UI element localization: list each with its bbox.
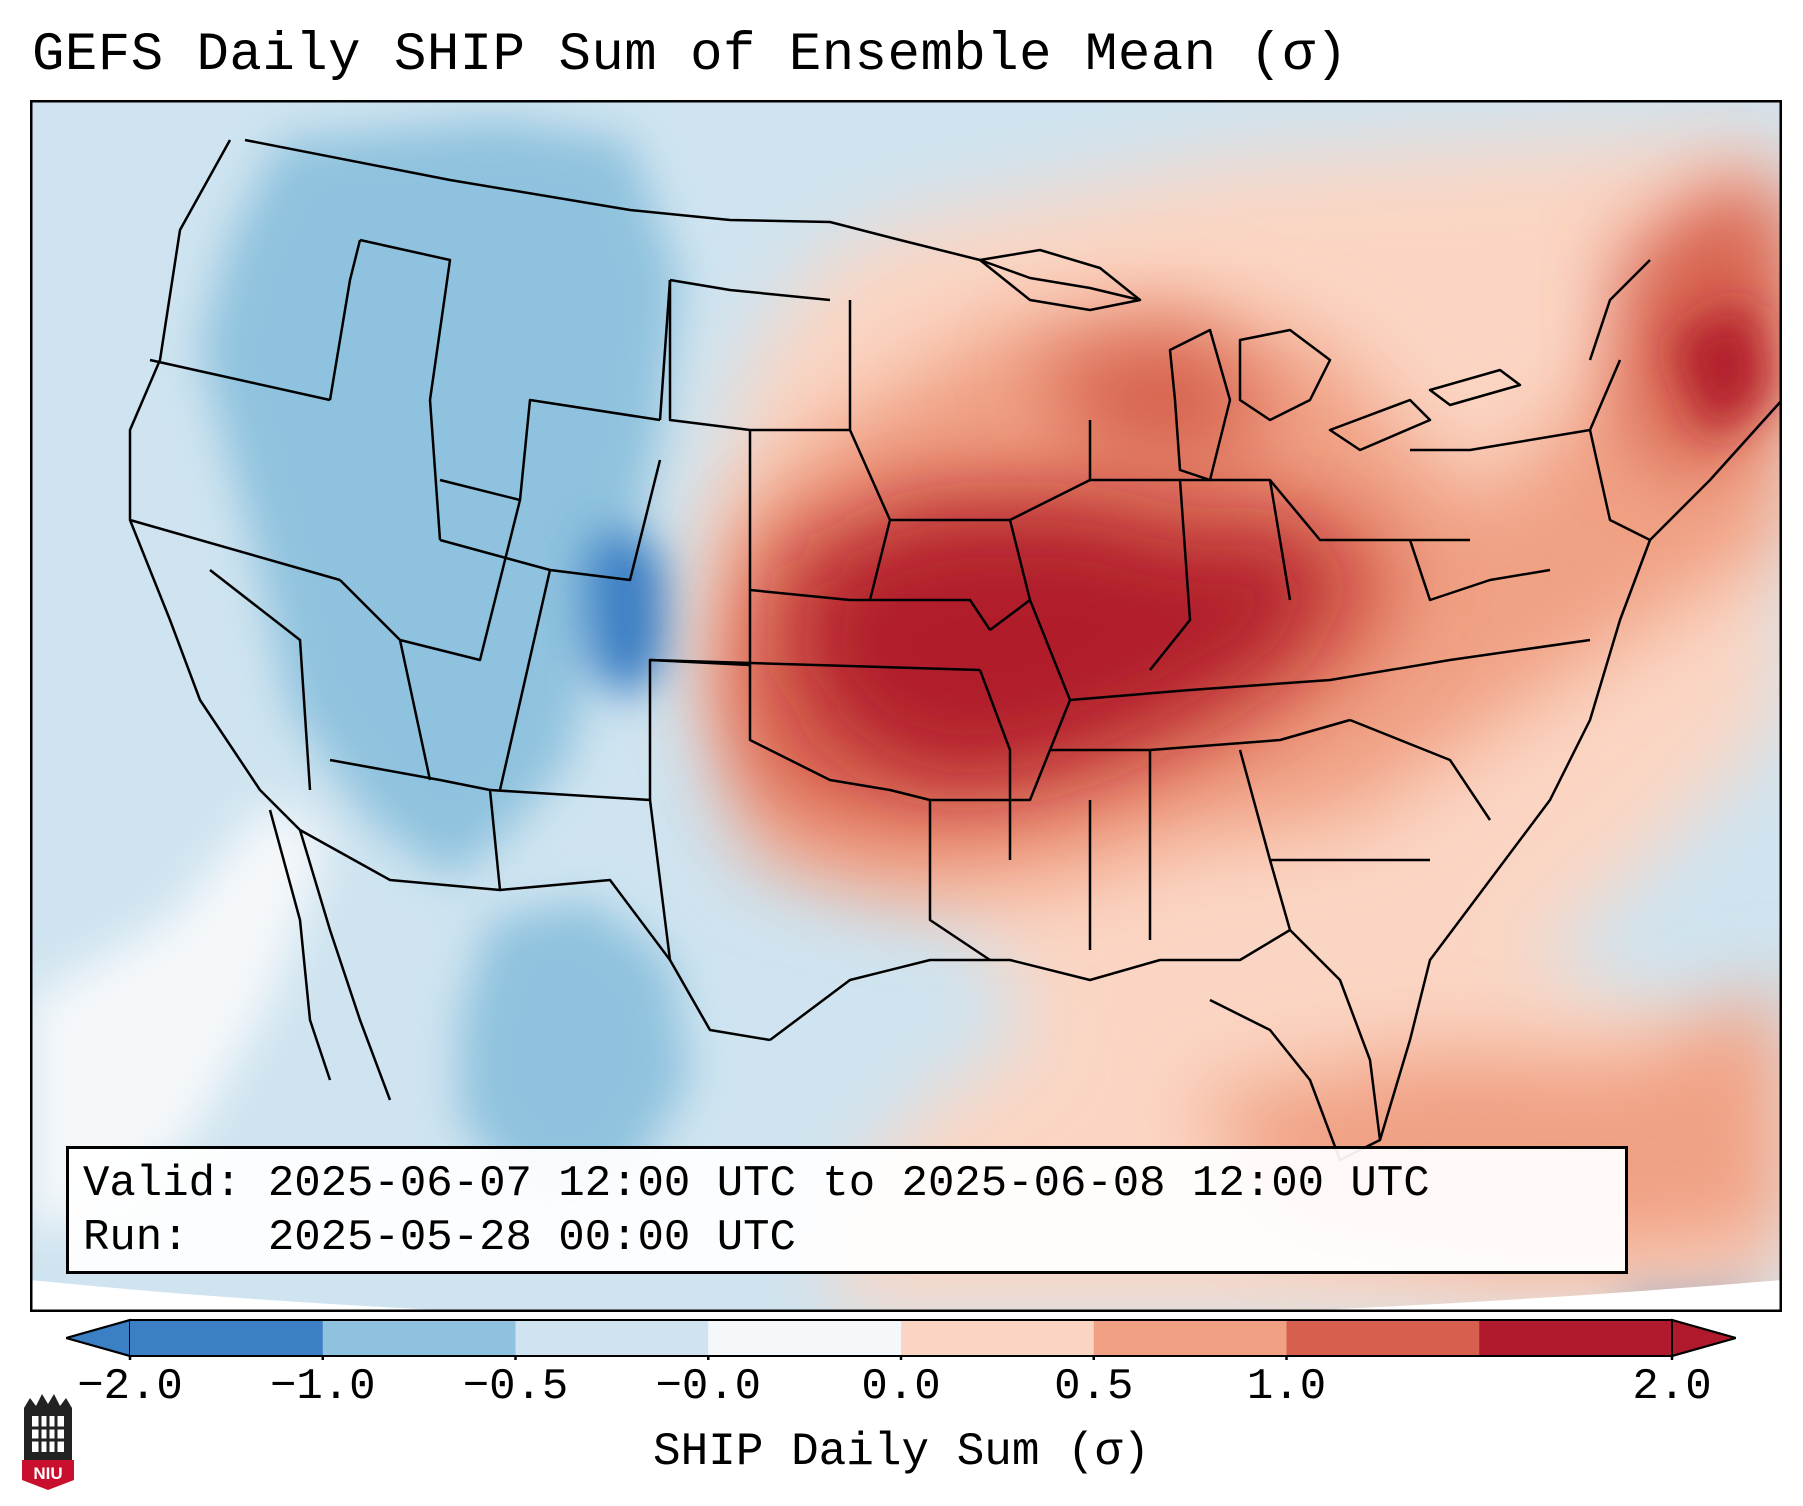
colorbar-segment xyxy=(1093,1320,1287,1356)
chart-title: GEFS Daily SHIP Sum of Ensemble Mean (σ) xyxy=(32,25,1349,86)
colorbar-label: SHIP Daily Sum (σ) xyxy=(653,1426,1150,1478)
colorbar xyxy=(66,1318,1736,1360)
niu-logo: NIU xyxy=(22,1394,74,1490)
colorbar-tick-label: −0.5 xyxy=(462,1362,569,1412)
colorbar-tick-label: 2.0 xyxy=(1632,1362,1712,1412)
colorbar-tick-label: 0.0 xyxy=(861,1362,941,1412)
run-label: Run: xyxy=(83,1213,189,1263)
colorbar-tick-label: −1.0 xyxy=(269,1362,376,1412)
logo-text: NIU xyxy=(33,1464,62,1483)
colorbar-extend-high xyxy=(1671,1318,1736,1358)
map-svg[interactable] xyxy=(30,100,1782,1312)
colorbar-tick-label: −0.0 xyxy=(655,1362,762,1412)
map-panel[interactable] xyxy=(30,100,1782,1312)
colorbar-tick-label: 0.5 xyxy=(1054,1362,1134,1412)
colorbar-segment xyxy=(1479,1320,1673,1356)
map-border xyxy=(30,100,1782,1312)
valid-label: Valid: xyxy=(83,1159,242,1209)
colorbar-segment xyxy=(901,1320,1095,1356)
colorbar-segment xyxy=(322,1320,516,1356)
valid-row: Valid: 2025-06-07 12:00 UTC to 2025-06-0… xyxy=(83,1157,1611,1211)
domain-edge-mask xyxy=(30,1280,1782,1312)
colorbar-segment xyxy=(1286,1320,1480,1356)
info-box: Valid: 2025-06-07 12:00 UTC to 2025-06-0… xyxy=(66,1146,1628,1274)
colorbar-segment xyxy=(708,1320,902,1356)
valid-value: 2025-06-07 12:00 UTC to 2025-06-08 12:00… xyxy=(267,1159,1430,1209)
colorbar-tick-label: 1.0 xyxy=(1246,1362,1327,1412)
boundaries xyxy=(128,138,1782,1162)
run-row: Run: 2025-05-28 00:00 UTC xyxy=(83,1211,1611,1265)
run-value: 2025-05-28 00:00 UTC xyxy=(267,1213,796,1263)
colorbar-extend-low xyxy=(66,1318,131,1358)
colorbar-segment xyxy=(515,1320,709,1356)
colorbar-tick-label: −2.0 xyxy=(77,1362,183,1412)
colorbar-segment xyxy=(130,1320,324,1356)
